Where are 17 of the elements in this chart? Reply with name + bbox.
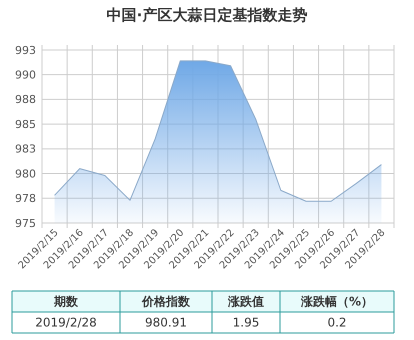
text: 期数 (53, 294, 79, 309)
text: 1.95 (232, 316, 260, 330)
y-tick-label: 990 (15, 68, 36, 82)
y-tick-label: 978 (15, 192, 36, 206)
y-tick-label: 988 (15, 93, 36, 106)
text: 0.2 (327, 316, 347, 330)
y-tick-label: 985 (15, 118, 36, 131)
y-tick-label: 993 (15, 44, 36, 57)
text: 价格指数 (141, 294, 191, 309)
y-tick-label: 983 (15, 142, 36, 156)
y-tick-label: 975 (15, 216, 36, 230)
text: 980.91 (145, 316, 187, 330)
text: 涨跌值 (227, 294, 264, 309)
chart-title: 中国·产区大蒜日定基指数走势 (106, 6, 308, 24)
text: 2019/2/28 (35, 316, 97, 330)
y-tick-label: 980 (15, 167, 36, 180)
text: 涨跌幅（%） (300, 294, 374, 309)
